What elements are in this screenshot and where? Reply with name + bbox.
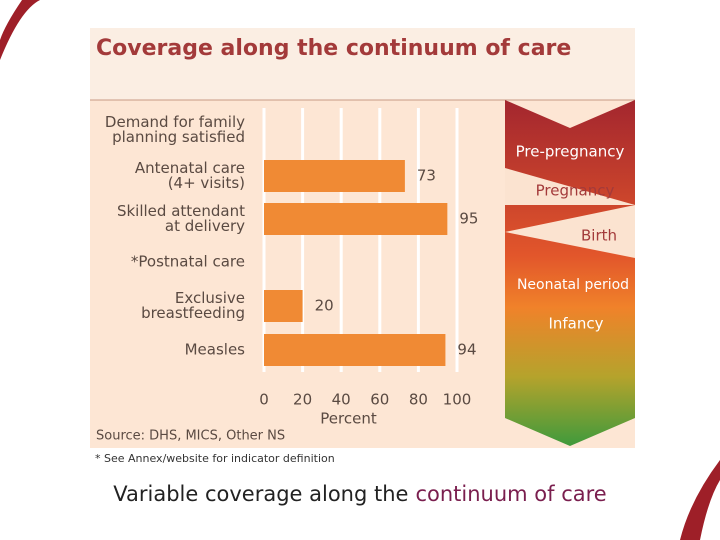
x-tick-label: 80 bbox=[409, 391, 428, 409]
stage-band bbox=[505, 168, 635, 205]
stage-label: Birth bbox=[581, 227, 617, 245]
data-label: 94 bbox=[457, 341, 476, 359]
chart-title: Coverage along the continuum of care bbox=[96, 36, 571, 61]
x-tick-label: 20 bbox=[293, 391, 312, 409]
stage-label: Pre-pregnancy bbox=[516, 143, 625, 161]
bar bbox=[264, 334, 446, 366]
decor bbox=[680, 460, 720, 540]
bar bbox=[264, 160, 405, 192]
data-label: 20 bbox=[315, 297, 334, 315]
x-tick-label: 0 bbox=[259, 391, 269, 409]
y-tick-label: Measles bbox=[184, 340, 245, 359]
x-tick-label: 60 bbox=[370, 391, 389, 409]
footnote: * See Annex/website for indicator defini… bbox=[95, 452, 335, 465]
x-axis-label: Percent bbox=[320, 410, 377, 428]
title-band bbox=[90, 28, 635, 100]
data-label: 73 bbox=[417, 167, 436, 185]
y-tick-label: Exclusive breastfeeding bbox=[141, 289, 245, 322]
y-tick-label: Skilled attendant at delivery bbox=[116, 202, 245, 235]
caption-text: Variable coverage along the bbox=[113, 482, 408, 506]
stage-label: Pregnancy bbox=[536, 182, 615, 200]
caption-highlight: continuum of care bbox=[415, 482, 606, 506]
stage-band bbox=[505, 205, 635, 258]
bar bbox=[264, 290, 303, 322]
y-tick-label: Antenatal care (4+ visits) bbox=[134, 159, 245, 192]
stage-label: Infancy bbox=[548, 315, 603, 333]
caption: Variable coverage along the continuum of … bbox=[113, 482, 606, 506]
x-tick-label: 100 bbox=[443, 391, 472, 409]
bar bbox=[264, 203, 448, 235]
x-tick-label: 40 bbox=[332, 391, 351, 409]
stage-label: Neonatal period bbox=[517, 277, 629, 293]
y-tick-label: *Postnatal care bbox=[130, 252, 245, 271]
data-label: 95 bbox=[459, 210, 478, 228]
source: Source: DHS, MICS, Other NS bbox=[96, 429, 285, 444]
y-tick-label: Demand for family planning satisfied bbox=[104, 113, 245, 146]
decor bbox=[0, 0, 40, 60]
